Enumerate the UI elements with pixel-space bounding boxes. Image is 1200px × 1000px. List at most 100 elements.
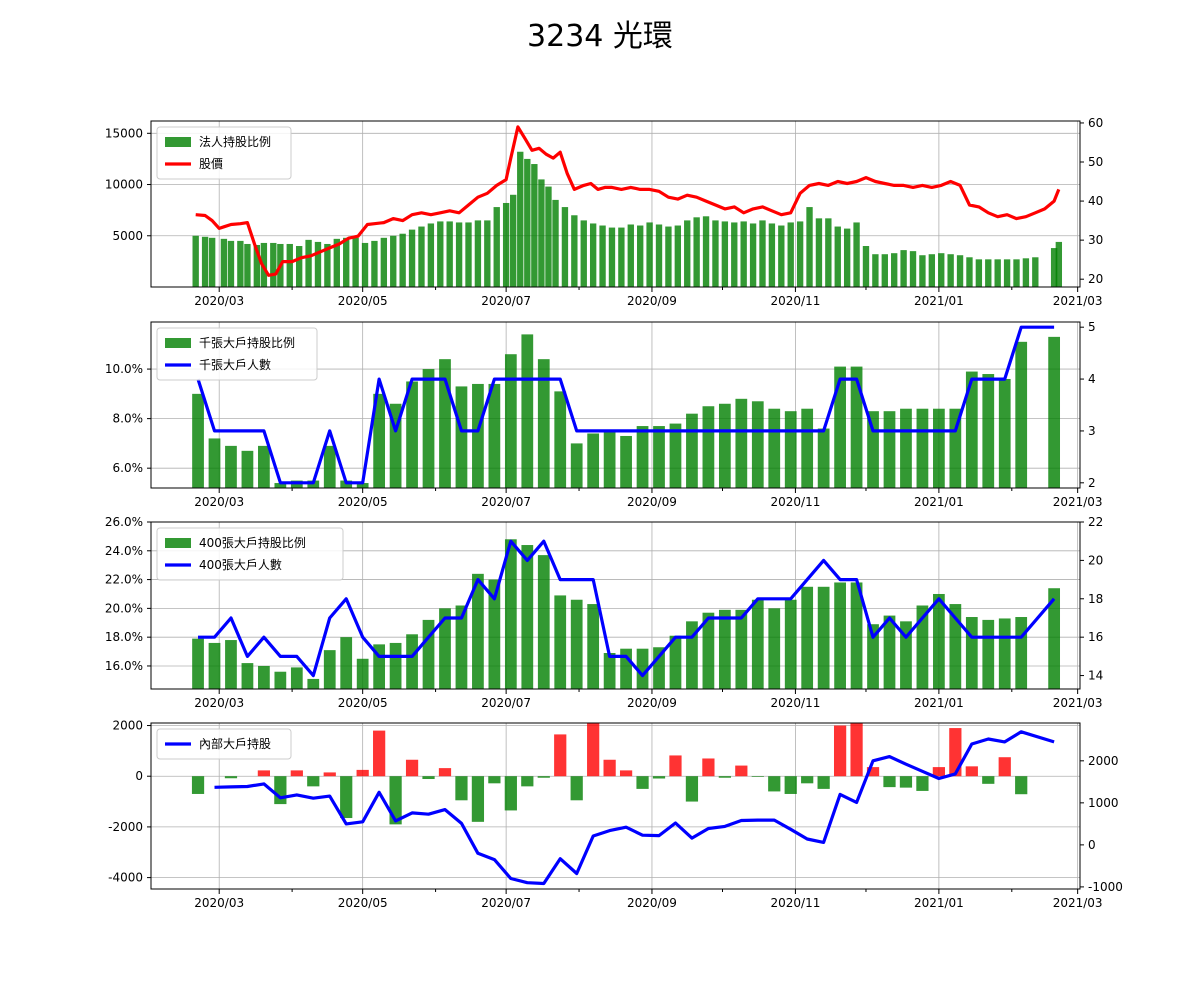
bar (916, 408, 929, 488)
bar (472, 573, 484, 689)
bar (956, 255, 964, 287)
bar (474, 220, 482, 287)
bar (669, 635, 682, 689)
legend-swatch-bar (165, 538, 191, 548)
y-left-tick-label: 6.0% (113, 461, 144, 475)
bar (340, 637, 353, 689)
bar (872, 254, 879, 287)
x-tick-label: 2021/03 (1053, 696, 1103, 710)
bar (227, 240, 235, 287)
series-line (196, 325, 1055, 485)
x-tick-label: 2020/09 (627, 294, 677, 308)
bar (323, 772, 336, 777)
bar (192, 393, 204, 488)
bar (422, 369, 435, 488)
bar (439, 608, 451, 689)
x-tick-label: 2020/05 (338, 696, 388, 710)
bar (201, 236, 209, 287)
axes-frame (150, 722, 1081, 890)
bar (834, 582, 846, 689)
y-right-tick-label: 2000 (1088, 754, 1119, 768)
bar (735, 398, 748, 488)
y-left-tick-label: 10.0% (105, 362, 143, 376)
bar (718, 609, 731, 689)
bar (674, 225, 682, 287)
bar (343, 237, 350, 287)
bar (618, 227, 625, 287)
bar (502, 202, 510, 287)
bar (603, 759, 616, 777)
y-right-tick-label: 2 (1088, 476, 1096, 490)
bar (949, 728, 962, 777)
bar (965, 617, 978, 689)
bar (883, 411, 896, 488)
bar (834, 366, 846, 488)
x-tick-label: 2020/05 (338, 495, 388, 509)
legend-swatch-bar (165, 338, 191, 348)
bar (307, 678, 320, 689)
bar (665, 226, 672, 287)
bar (933, 593, 945, 689)
bar (825, 218, 832, 287)
bar (323, 650, 336, 689)
y-left-tick-label: 26.0% (105, 515, 143, 529)
bar (834, 226, 841, 287)
x-tick-label: 2020/09 (627, 696, 677, 710)
bar (405, 759, 419, 777)
bar (373, 730, 386, 777)
bar (636, 426, 649, 488)
x-tick-label: 2020/07 (481, 696, 531, 710)
bar (850, 366, 863, 488)
bar (274, 776, 287, 805)
bar (1003, 259, 1011, 287)
bar (570, 776, 583, 801)
bar (909, 251, 917, 287)
bar (891, 253, 898, 287)
bar (241, 450, 254, 488)
bar (900, 621, 912, 689)
bar (208, 237, 216, 287)
bar (493, 207, 500, 287)
bar (488, 579, 501, 689)
bar (636, 776, 649, 789)
bar (471, 776, 485, 822)
x-tick-label: 2020/11 (770, 495, 820, 509)
bar (220, 238, 228, 287)
bar (718, 776, 731, 778)
bar (521, 776, 534, 787)
y-left-tick-label: 5000 (112, 229, 143, 243)
axes-frame (150, 321, 1081, 489)
x-tick-label: 2020/11 (770, 896, 820, 910)
legend-label: 400張大戶人數 (199, 558, 282, 572)
y-right-tick-label: 0 (1088, 838, 1096, 852)
bar (504, 354, 517, 488)
bar (455, 605, 468, 689)
bar (796, 221, 804, 287)
y-right-tick-label: 22 (1088, 515, 1103, 529)
bar (603, 431, 616, 488)
bar (1055, 241, 1063, 287)
x-tick-label: 2020/03 (194, 896, 244, 910)
x-tick-label: 2020/07 (481, 495, 531, 509)
bar (455, 776, 468, 801)
bar (778, 225, 785, 287)
bar (867, 411, 879, 488)
y-right-tick-label: 20 (1088, 272, 1103, 286)
axes-frame (150, 120, 1081, 288)
legend-box (156, 527, 344, 581)
bar (669, 423, 682, 488)
bar (787, 222, 794, 287)
bar (237, 240, 244, 287)
x-tick-label: 2020/11 (770, 294, 820, 308)
bar (998, 757, 1011, 777)
bar (1048, 336, 1061, 488)
bar (702, 406, 715, 488)
x-tick-label: 2020/07 (481, 294, 531, 308)
bar (389, 642, 402, 689)
bar (1050, 248, 1058, 287)
bar (589, 223, 597, 287)
bar (446, 221, 453, 287)
